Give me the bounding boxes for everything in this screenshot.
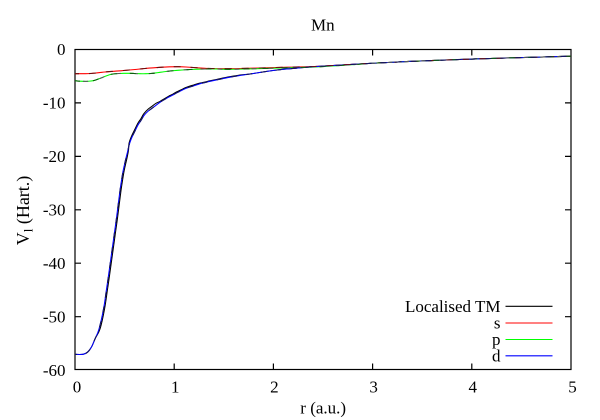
svg-text:2: 2 <box>270 378 279 397</box>
svg-text:p: p <box>492 330 501 349</box>
svg-text:Localised TM: Localised TM <box>405 297 501 316</box>
svg-text:r (a.u.): r (a.u.) <box>300 399 346 418</box>
svg-text:1: 1 <box>171 378 180 397</box>
svg-text:-60: -60 <box>43 361 66 380</box>
svg-text:-10: -10 <box>43 94 66 113</box>
svg-text:Mn: Mn <box>311 16 335 35</box>
svg-text:-20: -20 <box>43 147 66 166</box>
svg-text:-30: -30 <box>43 201 66 220</box>
svg-text:4: 4 <box>469 378 478 397</box>
svg-text:5: 5 <box>568 378 577 397</box>
svg-text:s: s <box>494 314 501 333</box>
svg-text:0: 0 <box>57 40 66 59</box>
svg-text:Vl (Hart.): Vl (Hart.) <box>13 176 36 246</box>
svg-text:-40: -40 <box>43 254 66 273</box>
svg-text:3: 3 <box>369 378 378 397</box>
svg-text:d: d <box>492 347 501 366</box>
svg-text:-50: -50 <box>43 307 66 326</box>
svg-text:0: 0 <box>73 378 82 397</box>
